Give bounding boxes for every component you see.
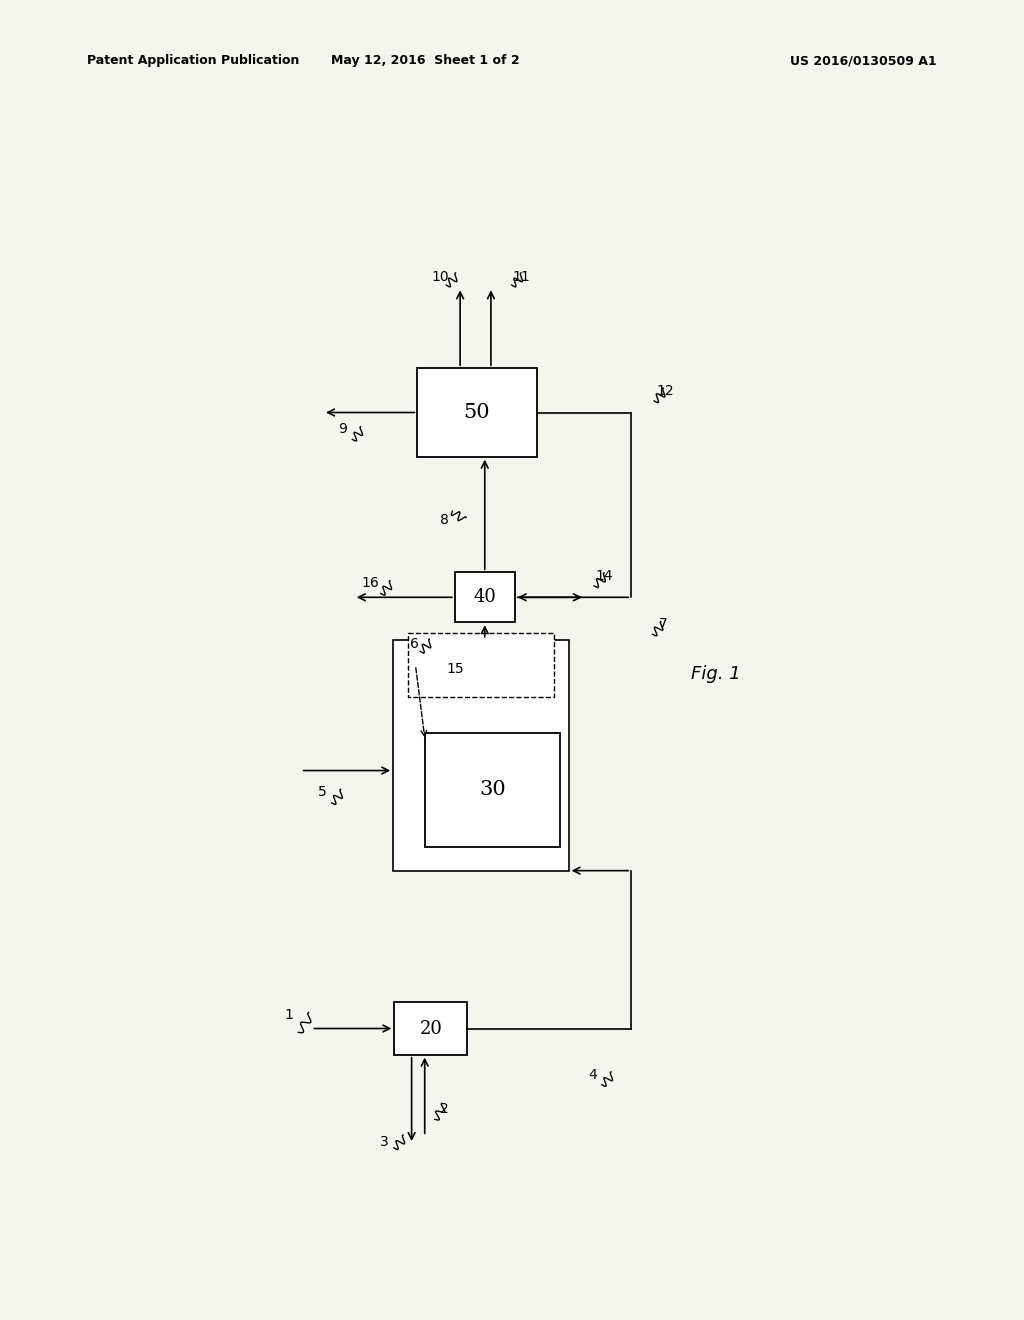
Text: 10: 10 <box>431 271 449 284</box>
Text: 11: 11 <box>513 271 530 284</box>
Text: 15: 15 <box>446 661 464 676</box>
Text: 14: 14 <box>595 569 613 582</box>
Text: 2: 2 <box>440 1102 450 1117</box>
Bar <box>418 368 537 457</box>
Text: Fig. 1: Fig. 1 <box>691 665 740 684</box>
Text: 9: 9 <box>338 422 347 437</box>
Text: 5: 5 <box>317 785 327 799</box>
Text: 3: 3 <box>380 1135 389 1150</box>
Text: 30: 30 <box>479 780 506 800</box>
Text: May 12, 2016  Sheet 1 of 2: May 12, 2016 Sheet 1 of 2 <box>331 54 519 67</box>
Bar <box>394 1002 467 1055</box>
Bar <box>408 634 554 697</box>
Text: 1: 1 <box>284 1007 293 1022</box>
Bar <box>393 640 568 871</box>
Text: 50: 50 <box>464 403 490 422</box>
Text: 16: 16 <box>361 577 380 590</box>
Text: 12: 12 <box>657 384 675 397</box>
Text: 8: 8 <box>440 513 450 527</box>
Text: 40: 40 <box>473 589 497 606</box>
Bar <box>425 733 560 847</box>
Bar <box>455 573 515 622</box>
Text: 6: 6 <box>411 636 419 651</box>
Text: 4: 4 <box>588 1068 597 1081</box>
Text: US 2016/0130509 A1: US 2016/0130509 A1 <box>791 54 937 67</box>
Text: 20: 20 <box>420 1019 442 1038</box>
Text: Patent Application Publication: Patent Application Publication <box>87 54 299 67</box>
Text: 7: 7 <box>659 618 668 631</box>
